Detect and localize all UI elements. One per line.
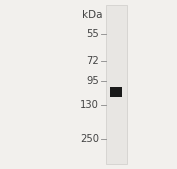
Text: kDa: kDa	[82, 10, 102, 20]
Text: 95: 95	[86, 76, 99, 86]
Text: 72: 72	[86, 56, 99, 66]
Bar	[110, 88, 122, 97]
Text: 130: 130	[80, 100, 99, 110]
Text: 55: 55	[86, 29, 99, 39]
Text: 250: 250	[80, 134, 99, 144]
Bar	[106, 5, 127, 164]
